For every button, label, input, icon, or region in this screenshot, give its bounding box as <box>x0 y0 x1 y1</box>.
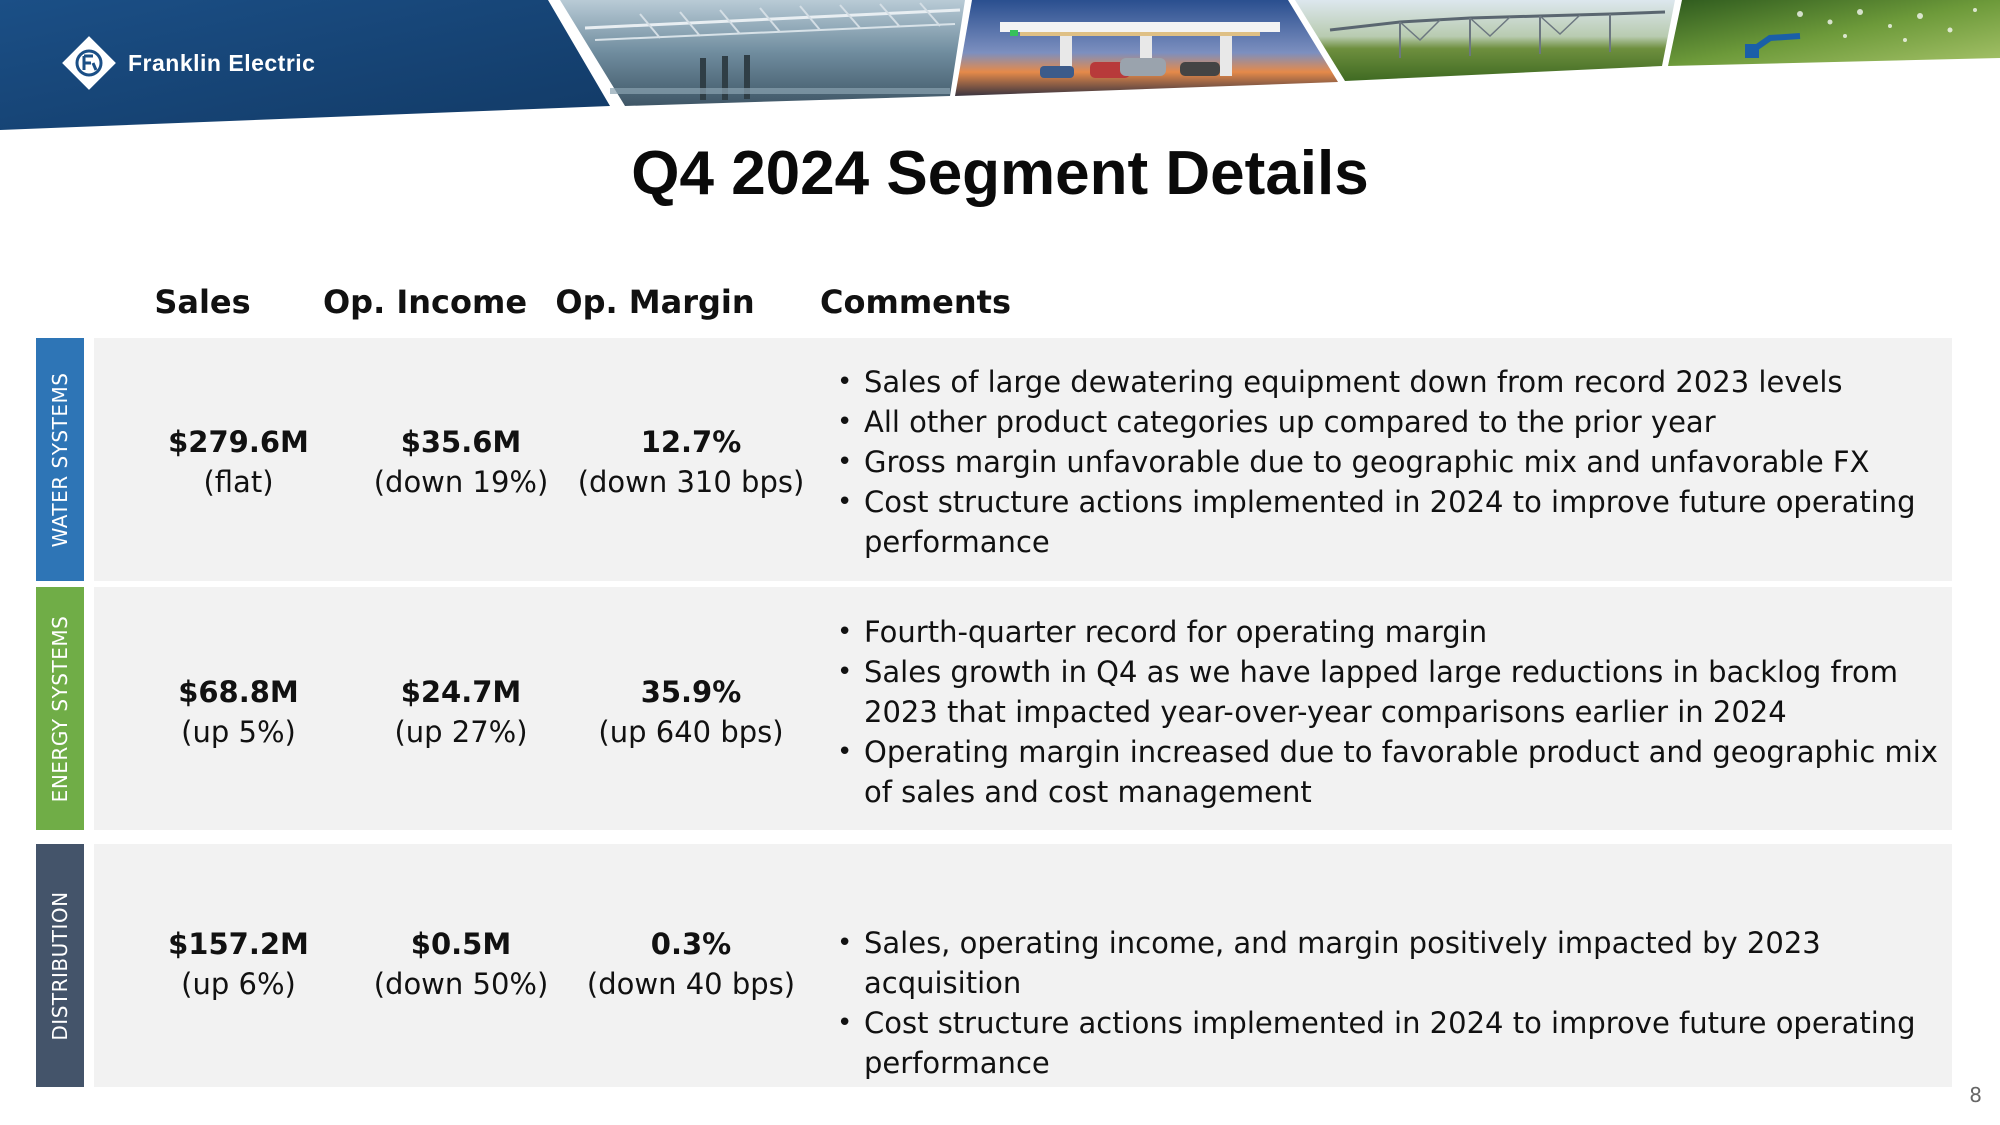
slide-title: Q4 2024 Segment Details <box>631 139 1369 208</box>
op-margin-change: (down 40 bps) <box>586 967 796 1001</box>
segment-row-energy-systems: ENERGY SYSTEMS $68.8M (up 5%) $24.7M (up… <box>36 587 1952 830</box>
op-margin-cell: 12.7% (down 310 bps) <box>571 422 811 502</box>
op-income-value: $24.7M <box>400 675 522 709</box>
segment-label: DISTRIBUTION <box>48 890 72 1041</box>
op-margin-value: 0.3% <box>650 927 732 961</box>
segment-tab: ENERGY SYSTEMS <box>36 587 84 830</box>
segment-tab: WATER SYSTEMS <box>36 338 84 581</box>
comment-item: Sales of large dewatering equipment down… <box>831 362 1971 402</box>
sales-change: (up 6%) <box>181 967 296 1001</box>
sales-cell: $279.6M (flat) <box>136 422 341 502</box>
header-banner: Franklin Electric <box>0 0 2000 130</box>
sales-change: (flat) <box>203 465 274 499</box>
segment-label: WATER SYSTEMS <box>48 372 72 547</box>
op-margin-change: (down 310 bps) <box>577 465 805 499</box>
company-logo: Franklin Electric <box>60 32 315 94</box>
sales-value: $279.6M <box>168 425 309 459</box>
op-income-change: (up 27%) <box>394 715 528 749</box>
op-income-cell: $35.6M (down 19%) <box>356 422 566 502</box>
op-margin-cell: 0.3% (down 40 bps) <box>571 924 811 1004</box>
water-treatment-photo <box>560 0 965 106</box>
comment-item: Cost structure actions implemented in 20… <box>831 1003 1971 1083</box>
op-income-cell: $0.5M (down 50%) <box>356 924 566 1004</box>
op-margin-value: 35.9% <box>640 675 742 709</box>
banner-graphics <box>0 0 2000 130</box>
column-header-sales: Sales <box>154 283 251 321</box>
column-header-op-margin: Op. Margin <box>555 283 755 321</box>
segment-row-distribution: DISTRIBUTION $157.2M (up 6%) $0.5M (down… <box>36 844 1952 1087</box>
sprinkler-photo <box>1668 0 2000 66</box>
segment-row-water-systems: WATER SYSTEMS $279.6M (flat) $35.6M (dow… <box>36 338 1952 581</box>
comment-item: Gross margin unfavorable due to geograph… <box>831 442 1971 482</box>
brand-name: Franklin Electric <box>128 49 316 76</box>
column-header-comments: Comments <box>820 283 1011 321</box>
franklin-electric-logo-icon <box>62 36 116 90</box>
comment-item: Operating margin increased due to favora… <box>831 732 1971 812</box>
op-income-change: (down 50%) <box>373 967 549 1001</box>
irrigation-photo <box>1295 0 1675 81</box>
comments-list: Fourth-quarter record for operating marg… <box>831 612 1971 812</box>
comment-item: Fourth-quarter record for operating marg… <box>831 612 1971 652</box>
fuel-station-photo <box>955 0 1338 96</box>
sales-value: $157.2M <box>168 927 309 961</box>
blue-panel <box>0 0 610 130</box>
op-margin-cell: 35.9% (up 640 bps) <box>571 672 811 752</box>
segment-tab: DISTRIBUTION <box>36 844 84 1087</box>
op-margin-value: 12.7% <box>640 425 742 459</box>
op-margin-change: (up 640 bps) <box>598 715 784 749</box>
sales-value: $68.8M <box>178 675 299 709</box>
sales-cell: $68.8M (up 5%) <box>136 672 341 752</box>
sales-cell: $157.2M (up 6%) <box>136 924 341 1004</box>
comments-list: Sales, operating income, and margin posi… <box>831 923 1971 1083</box>
comment-item: Sales growth in Q4 as we have lapped lar… <box>831 652 1971 732</box>
comment-item: Cost structure actions implemented in 20… <box>831 482 1971 562</box>
page-number: 8 <box>1969 1083 1982 1107</box>
op-income-value: $0.5M <box>410 927 512 961</box>
comment-item: All other product categories up compared… <box>831 402 1971 442</box>
op-income-change: (down 19%) <box>373 465 549 499</box>
sales-change: (up 5%) <box>181 715 296 749</box>
comment-item: Sales, operating income, and margin posi… <box>831 923 1971 1003</box>
segment-label: ENERGY SYSTEMS <box>48 615 72 802</box>
op-income-value: $35.6M <box>400 425 522 459</box>
op-income-cell: $24.7M (up 27%) <box>356 672 566 752</box>
column-header-op-income: Op. Income <box>322 283 528 321</box>
comments-list: Sales of large dewatering equipment down… <box>831 362 1971 562</box>
